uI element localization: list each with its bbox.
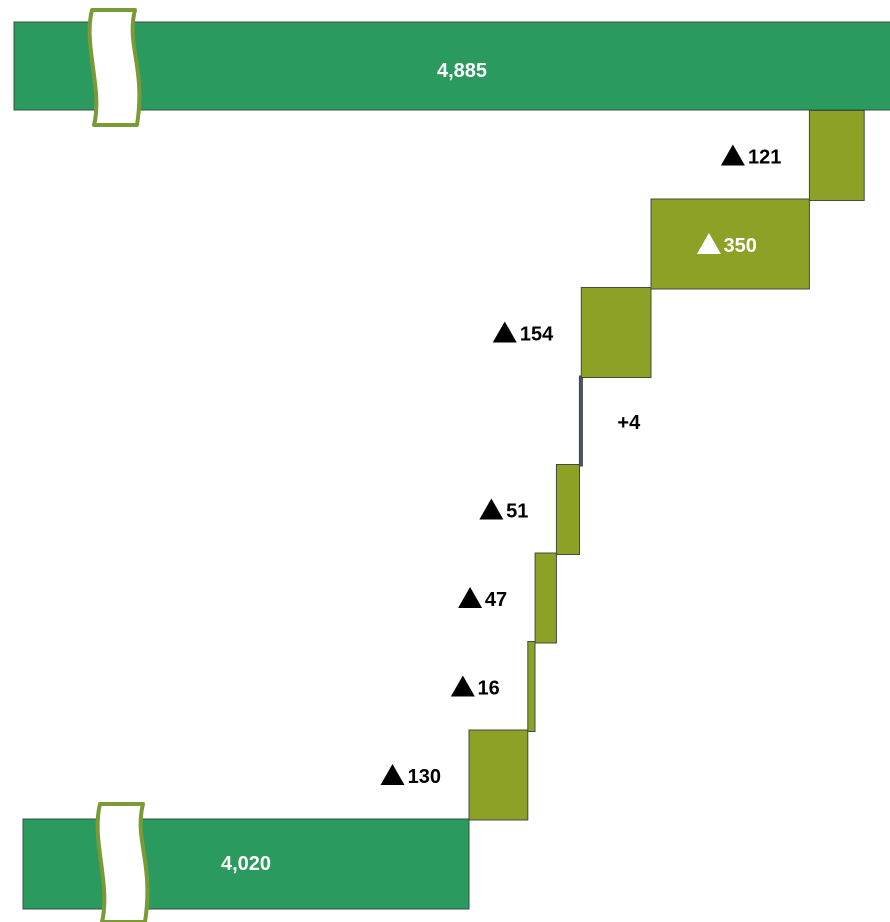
up-triangle-icon: [380, 764, 405, 785]
step-label: 51: [479, 498, 528, 523]
step-value-label: 350: [724, 235, 757, 257]
steps-layer: 130 16 47 51 +4 154 350 121: [380, 110, 865, 821]
step-label: 16: [450, 675, 500, 700]
up-triangle-icon: [450, 675, 475, 697]
step-label: 130: [380, 764, 441, 788]
step-value-label: +4: [617, 412, 641, 434]
end-total-label: 4,885: [437, 60, 487, 82]
step-label: +4: [617, 412, 641, 434]
start-total-label: 4,020: [221, 853, 271, 875]
step-label: 121: [720, 144, 781, 169]
step-bar: [534, 552, 557, 644]
step-value-label: 121: [748, 147, 781, 169]
up-triangle-icon: [492, 321, 517, 343]
step-label: 350: [696, 233, 757, 257]
axis-break-top-icon: [87, 8, 142, 127]
up-triangle-icon: [458, 587, 483, 608]
step-value-label: 154: [520, 324, 554, 346]
up-triangle-icon: [479, 498, 504, 520]
step-value-label: 130: [408, 766, 441, 788]
step-bar: [555, 464, 581, 555]
up-triangle-icon: [696, 233, 721, 254]
step-bar: [580, 287, 652, 378]
step-value-label: 51: [506, 501, 528, 523]
step-value-label: 16: [478, 678, 500, 700]
step-bar: [808, 110, 865, 201]
step-label: 154: [492, 321, 554, 346]
axis-break-bottom-icon: [95, 802, 150, 922]
up-triangle-icon: [720, 144, 745, 166]
end-total-bar: [13, 21, 890, 111]
step-bar: [578, 375, 583, 467]
step-label: 47: [458, 587, 507, 611]
step-value-label: 47: [485, 589, 507, 611]
step-bar: [650, 198, 810, 290]
step-bar: [468, 729, 529, 821]
step-bar: [527, 641, 536, 732]
